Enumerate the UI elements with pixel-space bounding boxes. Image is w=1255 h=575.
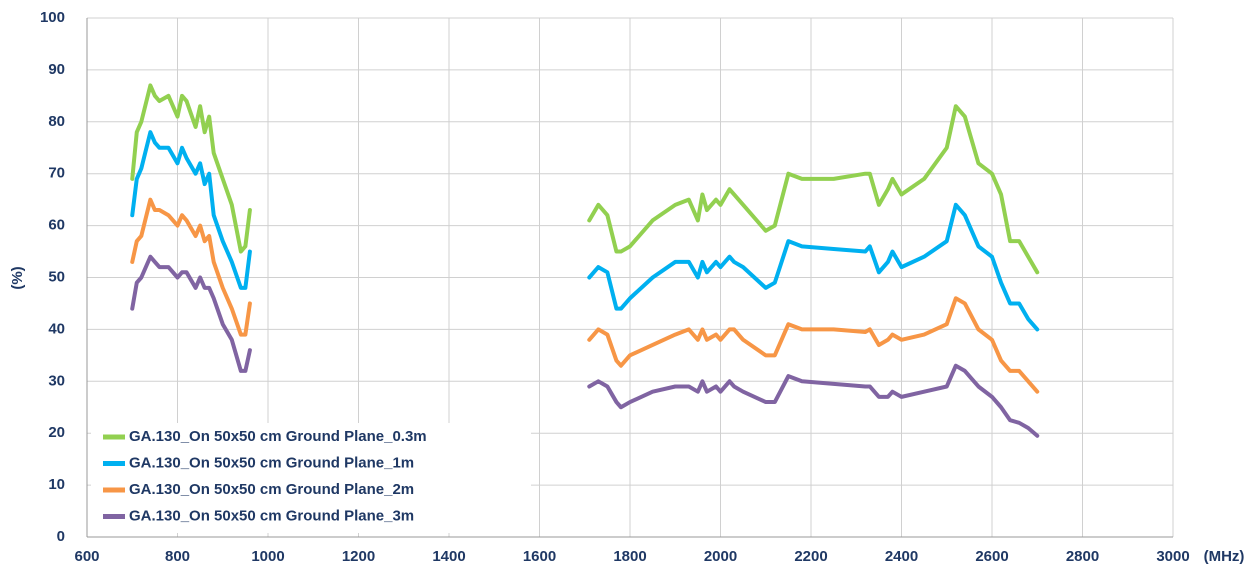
x-tick-label: 1200 xyxy=(342,548,375,565)
y-tick-label: 60 xyxy=(48,217,65,234)
y-tick-label: 40 xyxy=(48,320,65,337)
x-tick-label: 2600 xyxy=(975,548,1008,565)
x-tick-label: 1400 xyxy=(432,548,465,565)
x-tick-label: 1800 xyxy=(613,548,646,565)
y-tick-label: 70 xyxy=(48,165,65,182)
series-line xyxy=(130,130,1040,332)
x-tick-label: 1000 xyxy=(251,548,284,565)
x-tick-label: 2200 xyxy=(794,548,827,565)
y-tick-label: 30 xyxy=(48,372,65,389)
x-tick-label: 600 xyxy=(74,548,99,565)
series-line xyxy=(130,197,1040,394)
series-line xyxy=(130,254,1040,438)
series-line xyxy=(130,83,1040,275)
y-tick-label: 100 xyxy=(40,9,65,26)
y-tick-label: 0 xyxy=(57,528,65,545)
x-tick-label: 800 xyxy=(165,548,190,565)
y-axis-label: (%) xyxy=(9,266,26,289)
y-tick-label: 50 xyxy=(48,268,65,285)
x-tick-label: 2000 xyxy=(704,548,737,565)
y-tick-label: 10 xyxy=(48,476,65,493)
legend-box xyxy=(91,423,531,533)
x-tick-label: 2800 xyxy=(1066,548,1099,565)
y-tick-label: 90 xyxy=(48,61,65,78)
x-tick-label: 3000 xyxy=(1156,548,1189,565)
y-tick-label: 80 xyxy=(48,113,65,130)
legend-label: GA.130_On 50x50 cm Ground Plane_1m xyxy=(129,454,414,471)
x-tick-label: 1600 xyxy=(523,548,556,565)
legend-label: GA.130_On 50x50 cm Ground Plane_2m xyxy=(129,481,414,498)
legend-label: GA.130_On 50x50 cm Ground Plane_0.3m xyxy=(129,428,427,445)
legend-label: GA.130_On 50x50 cm Ground Plane_3m xyxy=(129,507,414,524)
x-tick-label: 2400 xyxy=(885,548,918,565)
x-axis-label: (MHz) xyxy=(1204,548,1245,565)
y-tick-label: 20 xyxy=(48,424,65,441)
